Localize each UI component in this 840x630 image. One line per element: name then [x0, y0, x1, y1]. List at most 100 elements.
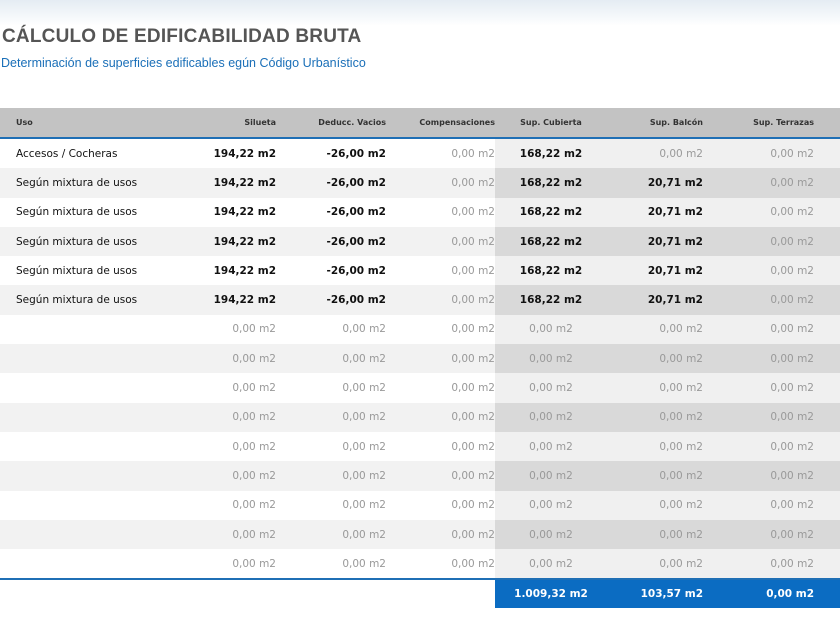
totals-empty-cell [276, 578, 386, 609]
cell-uso [0, 490, 140, 520]
cell-deducc-vacios: -26,00 m2 [276, 168, 386, 198]
cell-sup-terrazas: 0,00 m2 [729, 431, 840, 462]
cell-sup-balcon: 20,71 m2 [607, 197, 729, 227]
cell-sup-cubierta: 168,22 m2 [495, 138, 607, 169]
cell-sup-balcon: 0,00 m2 [607, 402, 729, 432]
cell-compensaciones: 0,00 m2 [386, 490, 495, 520]
total-cubierta: 1.009,32 m2 [495, 578, 607, 609]
table-row: 0,00 m2 0,00 m2 0,00 m2 0,00 m2 0,00 m2 0,00 … [0, 461, 840, 491]
cell-silueta: 194,22 m2 [140, 138, 276, 169]
cell-uso [0, 314, 140, 345]
cell-sup-cubierta: 168,22 m2 [495, 285, 607, 315]
column-header-compensaciones: Compensaciones [386, 108, 495, 139]
totals-row: 1.009,32 m2 103,57 m2 0,00 m2 [0, 578, 840, 609]
cell-deducc-vacios: 0,00 m2 [276, 314, 386, 345]
cell-deducc-vacios: 0,00 m2 [276, 461, 386, 491]
cell-sup-terrazas: 0,00 m2 [729, 226, 840, 257]
column-header-sup-balcon: Sup. Balcón [607, 108, 729, 139]
cell-sup-terrazas: 0,00 m2 [729, 138, 840, 169]
table-row: 0,00 m2 0,00 m2 0,00 m2 0,00 m2 0,00 m2 0,00 … [0, 373, 840, 403]
table-row: Según mixtura de usos 194,22 m2 -26,00 m2 0… [0, 256, 840, 286]
table-row: 0,00 m2 0,00 m2 0,00 m2 0,00 m2 0,00 m2 0,00 … [0, 431, 840, 462]
cell-sup-terrazas: 0,00 m2 [729, 402, 840, 432]
cell-sup-cubierta: 0,00 m2 [495, 373, 607, 403]
table-row: Según mixtura de usos 194,22 m2 -26,00 m2 0… [0, 226, 840, 257]
cell-uso: Según mixtura de usos [0, 197, 140, 227]
cell-compensaciones: 0,00 m2 [386, 285, 495, 315]
cell-sup-cubierta: 168,22 m2 [495, 168, 607, 198]
cell-uso: Accesos / Cocheras [0, 138, 140, 169]
cell-uso [0, 402, 140, 432]
table-row: 0,00 m2 0,00 m2 0,00 m2 0,00 m2 0,00 m2 0,00 … [0, 344, 840, 374]
cell-sup-cubierta: 0,00 m2 [495, 519, 607, 550]
column-header-sup-cubierta: Sup. Cubierta [495, 108, 607, 139]
column-header-deducc-vacios: Deducc. Vacios [276, 108, 386, 139]
cell-uso [0, 344, 140, 374]
cell-silueta: 0,00 m2 [140, 314, 276, 345]
cell-sup-cubierta: 168,22 m2 [495, 197, 607, 227]
cell-compensaciones: 0,00 m2 [386, 461, 495, 491]
cell-deducc-vacios: 0,00 m2 [276, 373, 386, 403]
cell-sup-cubierta: 0,00 m2 [495, 431, 607, 462]
page-subtitle: Determinación de superficies edificables… [1, 56, 366, 70]
column-header-silueta: Silueta [140, 108, 276, 139]
cell-sup-balcon: 20,71 m2 [607, 168, 729, 198]
cell-deducc-vacios: -26,00 m2 [276, 256, 386, 286]
cell-sup-balcon: 20,71 m2 [607, 285, 729, 315]
cell-sup-balcon: 0,00 m2 [607, 431, 729, 462]
table-row: 0,00 m2 0,00 m2 0,00 m2 0,00 m2 0,00 m2 0,00 … [0, 490, 840, 520]
cell-silueta: 0,00 m2 [140, 519, 276, 550]
cell-silueta: 194,22 m2 [140, 168, 276, 198]
cell-sup-terrazas: 0,00 m2 [729, 461, 840, 491]
cell-sup-terrazas: 0,00 m2 [729, 314, 840, 345]
cell-deducc-vacios: 0,00 m2 [276, 519, 386, 550]
cell-sup-balcon: 20,71 m2 [607, 256, 729, 286]
cell-compensaciones: 0,00 m2 [386, 226, 495, 257]
table-row: Según mixtura de usos 194,22 m2 -26,00 m2 0… [0, 197, 840, 227]
cell-uso [0, 461, 140, 491]
cell-silueta: 194,22 m2 [140, 197, 276, 227]
cell-sup-cubierta: 0,00 m2 [495, 461, 607, 491]
totals-empty-cell [0, 578, 140, 609]
cell-silueta: 0,00 m2 [140, 431, 276, 462]
cell-uso: Según mixtura de usos [0, 285, 140, 315]
cell-deducc-vacios: -26,00 m2 [276, 197, 386, 227]
cell-compensaciones: 0,00 m2 [386, 256, 495, 286]
cell-uso [0, 431, 140, 462]
cell-uso [0, 549, 140, 580]
cell-sup-terrazas: 0,00 m2 [729, 256, 840, 286]
cell-deducc-vacios: 0,00 m2 [276, 490, 386, 520]
cell-compensaciones: 0,00 m2 [386, 431, 495, 462]
cell-sup-terrazas: 0,00 m2 [729, 373, 840, 403]
cell-sup-balcon: 0,00 m2 [607, 373, 729, 403]
cell-silueta: 0,00 m2 [140, 373, 276, 403]
cell-sup-terrazas: 0,00 m2 [729, 197, 840, 227]
table-row: Según mixtura de usos 194,22 m2 -26,00 m2 0… [0, 168, 840, 198]
cell-sup-balcon: 0,00 m2 [607, 314, 729, 345]
cell-sup-cubierta: 0,00 m2 [495, 549, 607, 580]
cell-silueta: 0,00 m2 [140, 344, 276, 374]
cell-compensaciones: 0,00 m2 [386, 344, 495, 374]
cell-uso: Según mixtura de usos [0, 256, 140, 286]
edificabilidad-table: Uso Silueta Deducc. Vacios Compensaciones Su… [0, 108, 840, 609]
cell-uso: Según mixtura de usos [0, 168, 140, 198]
cell-compensaciones: 0,00 m2 [386, 168, 495, 198]
cell-sup-terrazas: 0,00 m2 [729, 285, 840, 315]
cell-deducc-vacios: 0,00 m2 [276, 549, 386, 580]
cell-compensaciones: 0,00 m2 [386, 197, 495, 227]
cell-sup-cubierta: 0,00 m2 [495, 344, 607, 374]
cell-uso: Según mixtura de usos [0, 226, 140, 257]
cell-sup-balcon: 0,00 m2 [607, 461, 729, 491]
cell-compensaciones: 0,00 m2 [386, 519, 495, 550]
cell-silueta: 0,00 m2 [140, 402, 276, 432]
cell-deducc-vacios: -26,00 m2 [276, 226, 386, 257]
cell-sup-terrazas: 0,00 m2 [729, 490, 840, 520]
cell-deducc-vacios: 0,00 m2 [276, 431, 386, 462]
table-row: 0,00 m2 0,00 m2 0,00 m2 0,00 m2 0,00 m2 0,00 … [0, 519, 840, 550]
cell-sup-cubierta: 0,00 m2 [495, 490, 607, 520]
cell-sup-cubierta: 168,22 m2 [495, 226, 607, 257]
cell-compensaciones: 0,00 m2 [386, 138, 495, 169]
cell-deducc-vacios: 0,00 m2 [276, 344, 386, 374]
cell-sup-cubierta: 0,00 m2 [495, 402, 607, 432]
cell-sup-terrazas: 0,00 m2 [729, 519, 840, 550]
